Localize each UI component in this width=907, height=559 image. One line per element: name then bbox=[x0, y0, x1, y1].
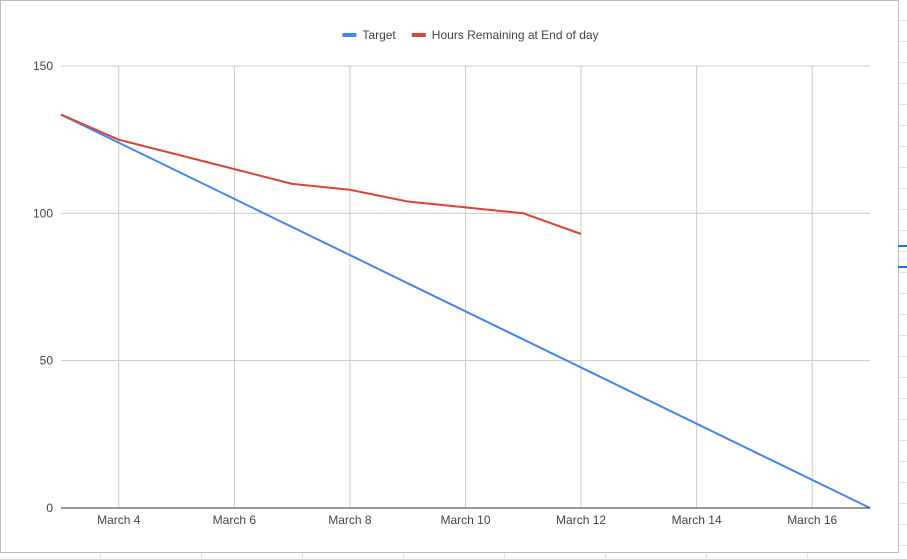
legend-item-0[interactable]: Target bbox=[342, 28, 396, 42]
series-line-1 bbox=[60, 113, 582, 235]
selection-handle[interactable] bbox=[898, 266, 907, 268]
legend-label: Hours Remaining at End of day bbox=[432, 28, 599, 42]
y-tick-label: 150 bbox=[33, 59, 53, 73]
tick-labels: 0 50 100 150 March 4 March 6 March 8 March 10 Ma… bbox=[33, 59, 838, 527]
legend-swatch bbox=[411, 33, 426, 37]
y-tick-label: 50 bbox=[40, 354, 54, 368]
x-tick-label: March 10 bbox=[440, 513, 490, 527]
gridlines bbox=[61, 65, 870, 508]
x-tick-label: March 14 bbox=[672, 513, 722, 527]
y-tick-label: 0 bbox=[46, 501, 53, 515]
legend-label: Target bbox=[362, 28, 396, 42]
legend-item-1[interactable]: Hours Remaining at End of day bbox=[411, 28, 599, 42]
x-tick-label: March 8 bbox=[328, 513, 372, 527]
selection-handle[interactable] bbox=[898, 245, 907, 247]
series-lines bbox=[60, 113, 871, 509]
legend-swatch bbox=[342, 33, 357, 37]
series-line-0 bbox=[60, 113, 871, 509]
y-tick-label: 100 bbox=[33, 206, 53, 220]
x-tick-label: March 6 bbox=[213, 513, 257, 527]
x-tick-label: March 4 bbox=[97, 513, 141, 527]
x-tick-label: March 12 bbox=[556, 513, 606, 527]
legend[interactable]: Target Hours Remaining at End of day bbox=[342, 28, 599, 42]
x-tick-label: March 16 bbox=[787, 513, 837, 527]
